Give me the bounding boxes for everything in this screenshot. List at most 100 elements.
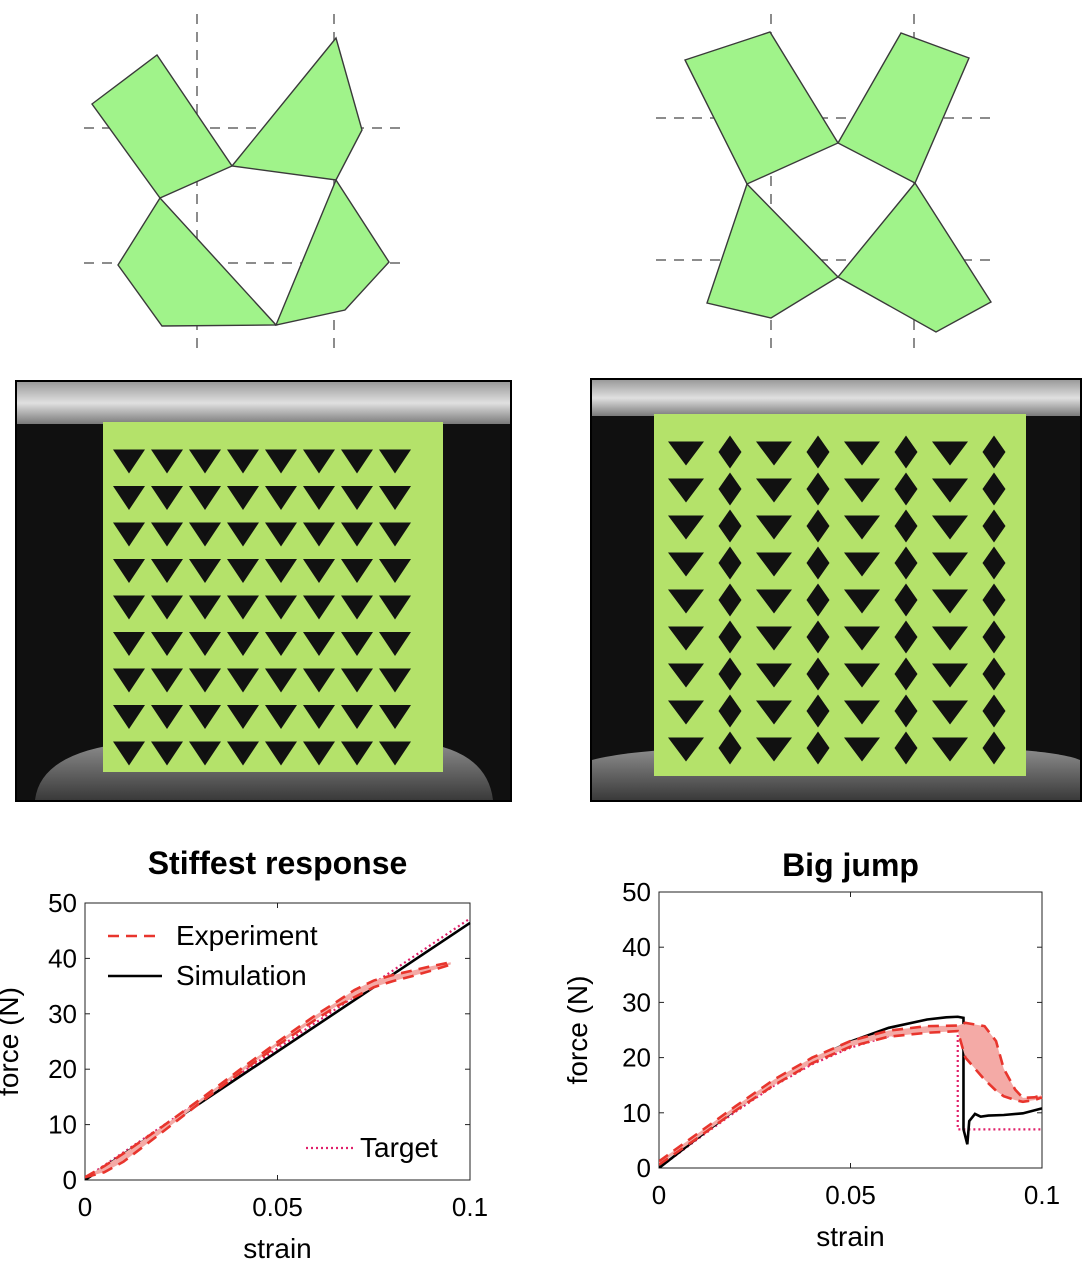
specimen-hole: [151, 668, 183, 693]
y-tick-label: 20: [622, 1043, 651, 1073]
specimen-hole: [756, 737, 792, 762]
specimen-hole: [303, 595, 335, 620]
legend-simulation-label: Simulation: [176, 960, 307, 991]
specimen-hole: [668, 478, 704, 503]
specimen-hole: [894, 694, 918, 728]
x-tick-label: 0.05: [825, 1180, 876, 1210]
x-tick-label: 0: [78, 1192, 92, 1222]
specimen-hole: [113, 522, 145, 547]
specimen-hole: [379, 741, 411, 766]
specimen-hole: [265, 741, 297, 766]
y-axis-label: force (N): [562, 976, 593, 1085]
legend-experiment-label: Experiment: [176, 920, 318, 951]
specimen-hole: [894, 472, 918, 506]
y-tick-label: 40: [48, 943, 77, 973]
left-specimen-photo: [15, 380, 512, 802]
specimen-hole: [756, 626, 792, 651]
legend-target-label: Target: [360, 1132, 438, 1163]
specimen-hole: [227, 522, 259, 547]
specimen-hole: [227, 449, 259, 474]
specimen-hole: [844, 478, 880, 503]
specimen-hole: [668, 515, 704, 540]
specimen-hole: [806, 657, 830, 691]
specimen-hole: [189, 632, 221, 656]
specimen-hole: [932, 589, 968, 614]
specimen-hole: [932, 663, 968, 688]
specimen-hole: [113, 449, 145, 474]
x-tick-label: 0: [652, 1180, 666, 1210]
specimen-hole: [151, 705, 183, 729]
y-tick-label: 0: [637, 1153, 651, 1183]
specimen-hole: [265, 668, 297, 693]
specimen-hole: [756, 441, 792, 466]
specimen-hole: [894, 620, 918, 654]
specimen-hole: [265, 595, 297, 620]
specimen-hole: [932, 700, 968, 725]
specimen-hole: [379, 668, 411, 693]
specimen-hole: [379, 595, 411, 620]
specimen-hole: [227, 668, 259, 693]
specimen-hole: [668, 589, 704, 614]
tile-top-right: [837, 32, 970, 184]
specimen-hole: [668, 737, 704, 762]
specimen-hole: [303, 668, 335, 693]
specimen-hole: [844, 700, 880, 725]
specimen-hole: [265, 705, 297, 729]
specimen-hole: [718, 546, 742, 580]
y-tick-label: 10: [622, 1098, 651, 1128]
specimen-block: [654, 414, 1026, 776]
y-tick-label: 50: [622, 877, 651, 907]
specimen-hole: [341, 559, 373, 583]
specimen-hole: [341, 632, 373, 656]
y-tick-label: 40: [622, 932, 651, 962]
specimen-hole: [756, 552, 792, 577]
specimen-hole: [189, 705, 221, 729]
specimen-hole: [932, 441, 968, 466]
specimen-hole: [303, 449, 335, 474]
x-tick-label: 0.1: [452, 1192, 488, 1222]
specimen-hole: [227, 705, 259, 729]
specimen-hole: [806, 620, 830, 654]
y-tick-label: 50: [48, 888, 77, 918]
specimen-hole: [379, 632, 411, 656]
specimen-hole: [982, 731, 1006, 765]
specimen-hole: [379, 486, 411, 510]
specimen-hole: [718, 509, 742, 543]
specimen-hole: [932, 515, 968, 540]
specimen-hole: [718, 620, 742, 654]
specimen-hole: [303, 486, 335, 510]
specimen-hole: [227, 559, 259, 583]
specimen-hole: [303, 741, 335, 766]
left-specimen-drawing: [17, 382, 510, 800]
specimen-hole: [982, 583, 1006, 617]
specimen-hole: [303, 559, 335, 583]
specimen-hole: [718, 657, 742, 691]
specimen-hole: [341, 705, 373, 729]
specimen-hole: [303, 632, 335, 656]
y-tick-label: 30: [622, 987, 651, 1017]
specimen-hole: [894, 435, 918, 469]
specimen-hole: [844, 663, 880, 688]
specimen-hole: [668, 700, 704, 725]
specimen-hole: [894, 657, 918, 691]
specimen-hole: [756, 478, 792, 503]
specimen-hole: [113, 595, 145, 620]
tile-bottom-left: [706, 182, 840, 319]
specimen-hole: [668, 663, 704, 688]
right-tiles: [684, 31, 992, 333]
specimen-hole: [668, 626, 704, 651]
specimen-hole: [341, 486, 373, 510]
specimen-hole: [303, 705, 335, 729]
x-axis-label: strain: [816, 1221, 884, 1252]
specimen-hole: [113, 559, 145, 583]
specimen-hole: [227, 741, 259, 766]
specimen-hole: [982, 472, 1006, 506]
specimen-hole: [151, 741, 183, 766]
specimen-hole: [151, 559, 183, 583]
experiment-line: [659, 1029, 1043, 1166]
specimen-hole: [189, 595, 221, 620]
specimen-hole: [844, 589, 880, 614]
x-tick-label: 0.1: [1024, 1180, 1060, 1210]
specimen-hole: [189, 522, 221, 547]
top-platen: [592, 380, 1080, 416]
